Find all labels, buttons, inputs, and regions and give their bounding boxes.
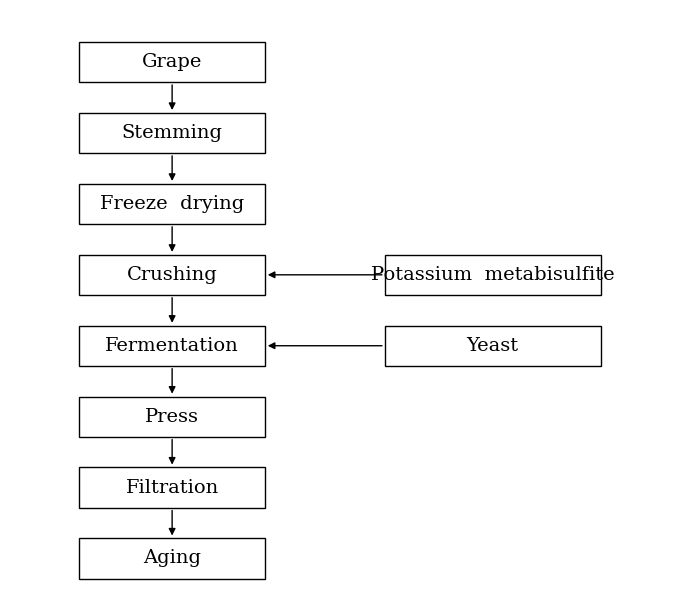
Bar — [80, 538, 265, 579]
Bar — [80, 184, 265, 224]
Text: Grape: Grape — [142, 53, 202, 71]
Text: Aging: Aging — [143, 550, 201, 567]
Bar — [80, 397, 265, 437]
Text: Crushing: Crushing — [127, 266, 217, 284]
Bar — [80, 42, 265, 82]
Text: Filtration: Filtration — [126, 479, 219, 496]
Text: Fermentation: Fermentation — [105, 337, 239, 355]
Bar — [80, 113, 265, 153]
Text: Stemming: Stemming — [122, 124, 223, 142]
Text: Potassium  metabisulfite: Potassium metabisulfite — [371, 266, 614, 284]
Bar — [80, 326, 265, 366]
Text: Press: Press — [145, 408, 199, 426]
Bar — [80, 467, 265, 508]
Bar — [80, 255, 265, 295]
Text: Yeast: Yeast — [466, 337, 519, 355]
Bar — [385, 326, 601, 366]
Text: Freeze  drying: Freeze drying — [100, 195, 244, 213]
Bar — [385, 255, 601, 295]
